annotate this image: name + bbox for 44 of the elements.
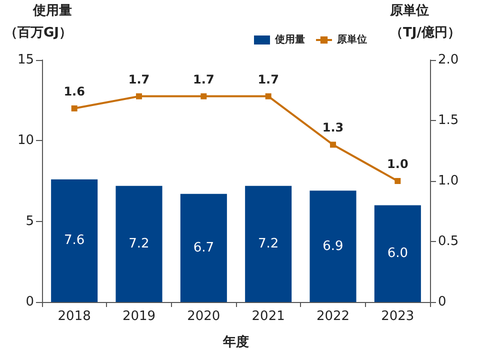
bar: [245, 186, 292, 302]
x-tick-label: 2022: [316, 309, 350, 324]
data-label: 6.7: [193, 240, 214, 256]
data-label: 7.2: [258, 236, 279, 252]
y2-axis-title: 原単位（TJ/億円）: [389, 4, 460, 40]
y2-tick-label: 1.0: [438, 174, 459, 188]
bar: [374, 205, 421, 302]
legend-label: 使用量: [274, 34, 305, 46]
y2-tick-label: 2.0: [438, 52, 459, 68]
x-tick-label: 2021: [252, 309, 285, 324]
data-label: 1.3: [322, 120, 344, 135]
point: [330, 142, 336, 148]
legend-label: 原単位: [336, 34, 367, 46]
data-label: 1.7: [258, 72, 279, 86]
y-tick-label: 15: [17, 52, 34, 68]
x-tick-label: 2023: [381, 309, 414, 324]
data-label: 1.6: [64, 84, 85, 98]
point: [265, 93, 272, 100]
y-tick-label: 5: [26, 214, 34, 229]
point: [200, 93, 207, 100]
point: [136, 93, 142, 100]
bar: [116, 186, 162, 302]
y2-tick-label: 1.5: [438, 113, 459, 128]
y-tick-label: 10: [17, 133, 34, 148]
y2-tick-label: 0.5: [438, 234, 459, 249]
y-tick-label: 0: [26, 294, 34, 310]
data-label: 1.0: [387, 157, 408, 171]
x-tick-label: 2019: [122, 309, 156, 324]
data-label: 7.6: [64, 233, 85, 248]
x-tick-label: 2018: [58, 309, 91, 324]
bar: [310, 190, 356, 302]
data-label: 6.0: [387, 246, 408, 262]
data-label: 1.7: [193, 72, 214, 86]
bar: [180, 194, 227, 302]
x-tick-label: 2020: [187, 309, 220, 324]
y-axis-title: 使用量（百万GJ）: [4, 4, 72, 40]
x-axis-title: 年度: [222, 334, 249, 350]
data-label: 7.2: [128, 236, 150, 252]
bar: [51, 179, 98, 302]
data-label: 6.9: [322, 238, 344, 254]
y2-tick-label: 0: [438, 294, 446, 310]
data-label: 1.7: [128, 72, 150, 86]
point: [394, 178, 401, 184]
point: [71, 105, 78, 112]
